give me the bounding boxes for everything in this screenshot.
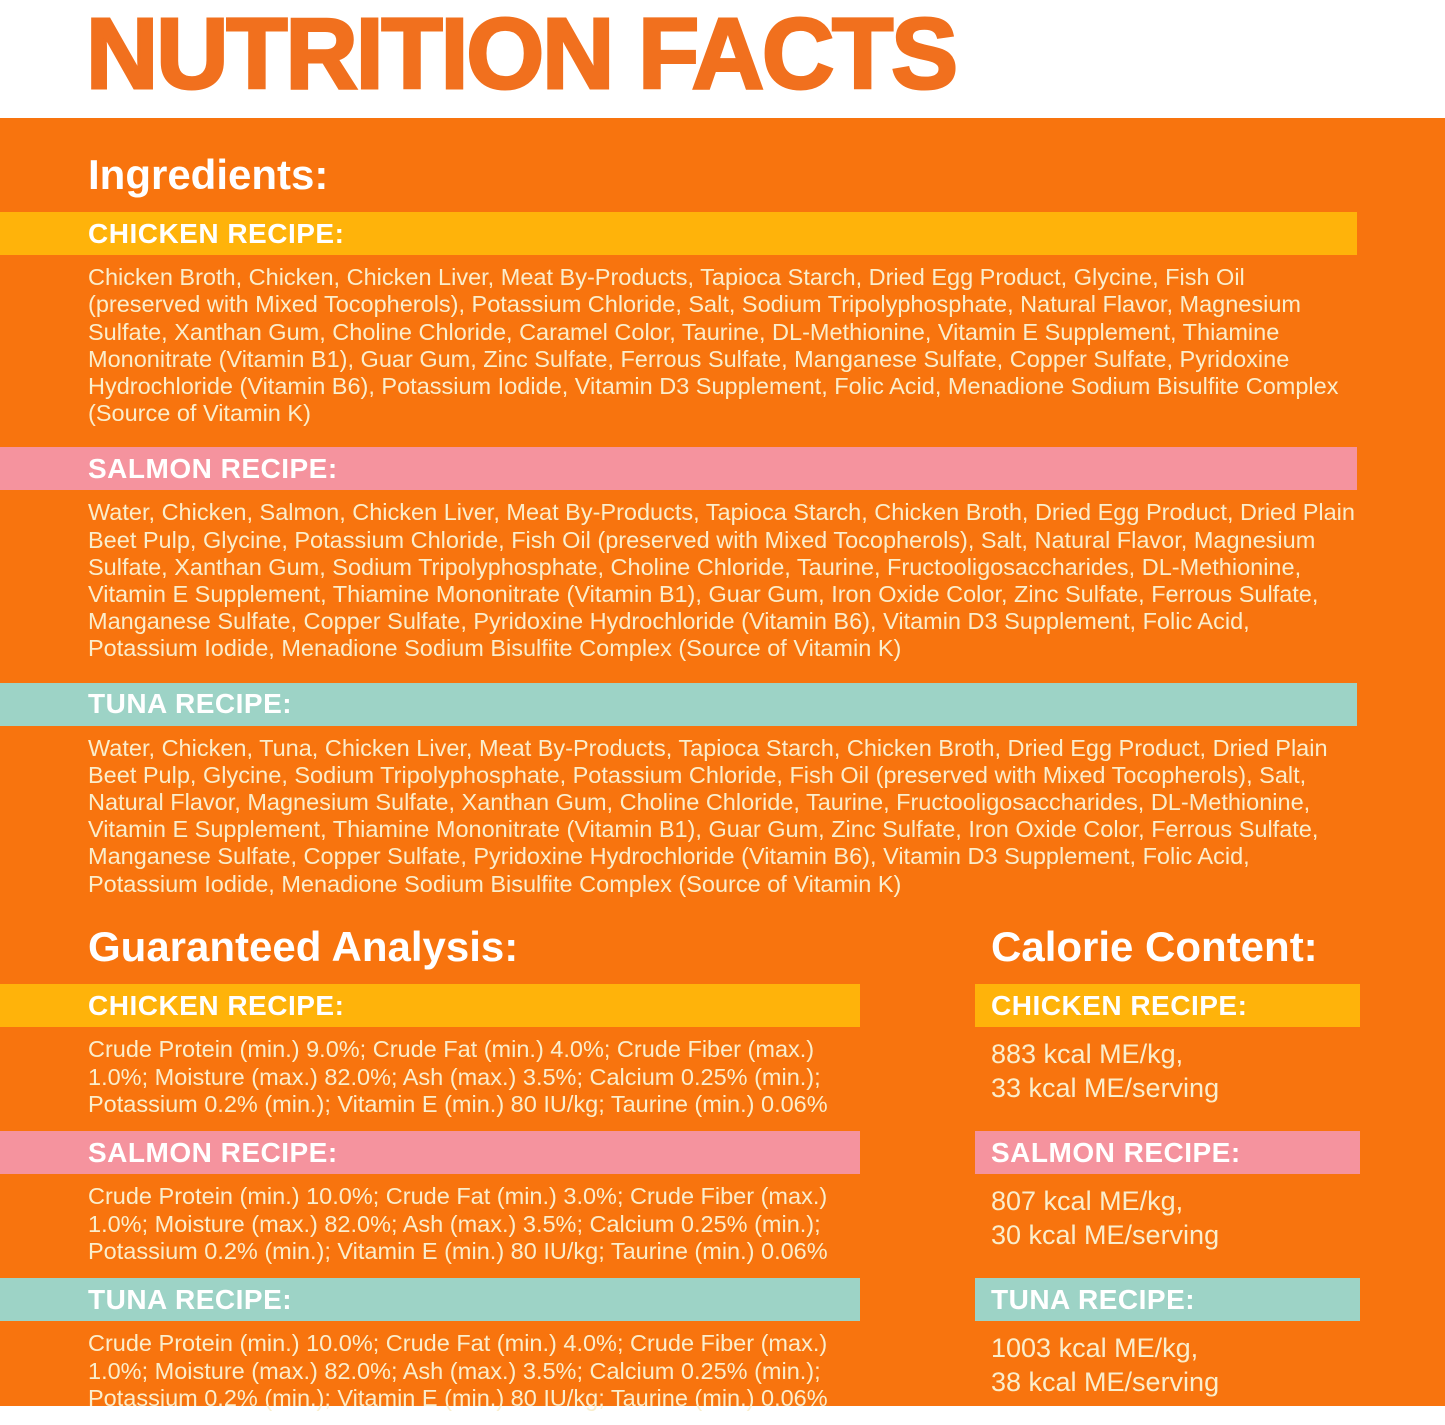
cc-salmon-kcal-kg: 807 kcal ME/kg, [991,1186,1184,1217]
tuna-ingredients-text: Water, Chicken, Tuna, Chicken Liver, Mea… [88,734,1328,897]
label-body: Ingredients: CHICKEN RECIPE: Chicken Bro… [0,118,1445,1411]
cc-chicken-kcal-serving: 33 kcal ME/serving [991,1073,1220,1104]
ingredients-chicken-block: CHICKEN RECIPE: Chicken Broth, Chicken, … [0,212,1445,427]
cc-salmon-kcal-serving: 30 kcal ME/serving [991,1220,1220,1251]
ga-tuna-block: TUNA RECIPE: Crude Protein (min.) 10.0%;… [0,1278,930,1425]
cc-chicken-banner: CHICKEN RECIPE: [975,984,1360,1028]
cc-salmon-label: SALMON RECIPE: [991,1136,1241,1168]
cc-tuna-banner: TUNA RECIPE: [975,1278,1360,1322]
cc-tuna-block: TUNA RECIPE: 1003 kcal ME/kg, 38 kcal ME… [975,1278,1360,1425]
cc-chicken-kcal-kg: 883 kcal ME/kg, [991,1039,1184,1070]
ingredients-heading: Ingredients: [88,151,329,198]
cc-tuna-text: 1003 kcal ME/kg, 38 kcal ME/serving [991,1331,1360,1399]
ga-tuna-label: TUNA RECIPE: [88,1283,293,1315]
ingredients-salmon-block: SALMON RECIPE: Water, Chicken, Salmon, C… [0,447,1445,662]
ga-tuna-banner: TUNA RECIPE: [0,1278,860,1322]
label-header: NUTRITION FACTS [0,0,1445,118]
cc-tuna-kcal-serving: 38 kcal ME/serving [991,1367,1220,1398]
ga-chicken-banner: CHICKEN RECIPE: [0,984,860,1028]
cc-chicken-label: CHICKEN RECIPE: [991,989,1248,1021]
ga-chicken-text: Crude Protein (min.) 9.0%; Crude Fat (mi… [88,1036,828,1118]
analysis-and-calories: Guaranteed Analysis: CHICKEN RECIPE: Cru… [0,922,1445,1425]
tuna-recipe-label: TUNA RECIPE: [88,688,293,720]
guaranteed-analysis-section: Guaranteed Analysis: CHICKEN RECIPE: Cru… [0,922,930,1425]
cc-tuna-kcal-kg: 1003 kcal ME/kg, [991,1333,1199,1364]
ga-salmon-block: SALMON RECIPE: Crude Protein (min.) 10.0… [0,1131,930,1278]
ga-chicken-block: CHICKEN RECIPE: Crude Protein (min.) 9.0… [0,984,930,1131]
cc-chicken-text: 883 kcal ME/kg, 33 kcal ME/serving [991,1037,1360,1105]
chicken-recipe-label: CHICKEN RECIPE: [88,217,345,249]
ga-salmon-banner: SALMON RECIPE: [0,1131,860,1175]
cc-tuna-label: TUNA RECIPE: [991,1283,1196,1315]
ga-salmon-label: SALMON RECIPE: [88,1136,338,1168]
salmon-ingredients-text: Water, Chicken, Salmon, Chicken Liver, M… [88,499,1355,662]
ga-salmon-text: Crude Protein (min.) 10.0%; Crude Fat (m… [88,1183,828,1265]
ga-tuna-text: Crude Protein (min.) 10.0%; Crude Fat (m… [88,1330,828,1412]
page-title: NUTRITION FACTS [85,0,960,110]
cc-salmon-block: SALMON RECIPE: 807 kcal ME/kg, 30 kcal M… [975,1131,1360,1278]
calorie-content-section: Calorie Content: CHICKEN RECIPE: 883 kca… [975,922,1360,1425]
salmon-recipe-banner: SALMON RECIPE: [0,447,1357,491]
ingredients-section: Ingredients: CHICKEN RECIPE: Chicken Bro… [0,151,1445,898]
chicken-recipe-banner: CHICKEN RECIPE: [0,212,1357,256]
guaranteed-analysis-heading: Guaranteed Analysis: [88,922,519,970]
cc-chicken-block: CHICKEN RECIPE: 883 kcal ME/kg, 33 kcal … [975,984,1360,1131]
tuna-recipe-banner: TUNA RECIPE: [0,682,1357,726]
cc-salmon-text: 807 kcal ME/kg, 30 kcal ME/serving [991,1184,1360,1252]
ga-chicken-label: CHICKEN RECIPE: [88,989,345,1021]
calorie-content-heading: Calorie Content: [991,922,1318,970]
salmon-recipe-label: SALMON RECIPE: [88,452,338,484]
chicken-ingredients-text: Chicken Broth, Chicken, Chicken Liver, M… [88,264,1339,427]
ingredients-tuna-block: TUNA RECIPE: Water, Chicken, Tuna, Chick… [0,682,1445,898]
cc-salmon-banner: SALMON RECIPE: [975,1131,1360,1175]
